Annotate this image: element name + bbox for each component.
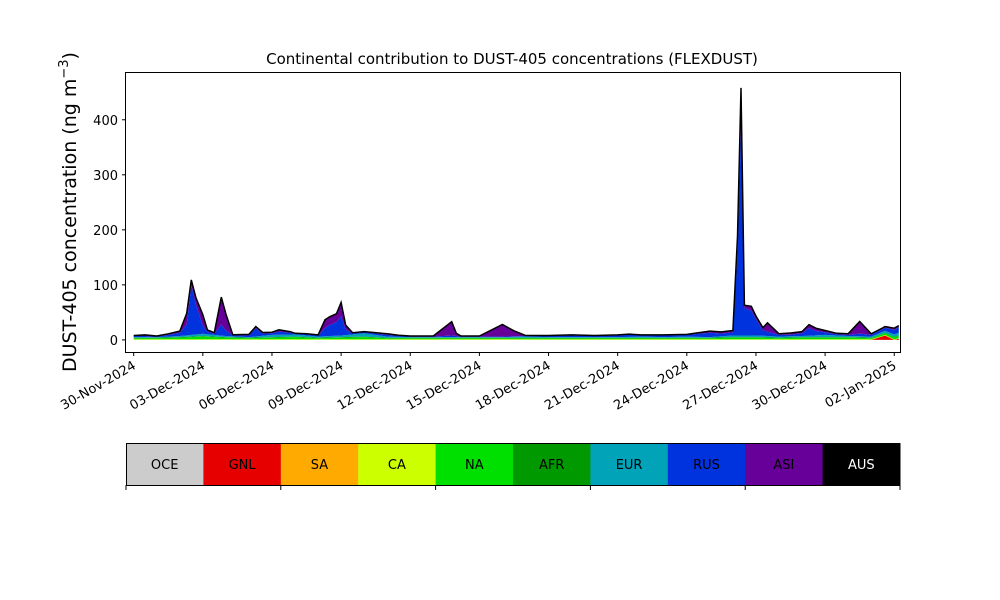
x-tick-label: 21-Dec-2024 — [542, 358, 622, 413]
x-tick-label: 12-Dec-2024 — [335, 358, 415, 413]
x-tick-label: 06-Dec-2024 — [197, 358, 277, 413]
x-tick-label: 30-Dec-2024 — [750, 358, 830, 413]
x-tick-label: 27-Dec-2024 — [681, 358, 761, 413]
colorbar-swatch-rus — [667, 443, 746, 485]
y-tick-label: 0 — [110, 334, 118, 349]
colorbar-label-sa: SA — [311, 458, 328, 473]
y-axis: 0 100 200 300 400 — [93, 114, 126, 349]
plot-frame — [125, 72, 901, 353]
colorbar-swatch-asi — [745, 443, 824, 485]
colorbar-label-asi: ASI — [773, 458, 794, 473]
colorbar-label-aus: AUS — [848, 458, 875, 473]
colorbar-frame — [126, 443, 900, 486]
x-tick-label: 02-Jan-2025 — [823, 358, 900, 411]
area-rus — [133, 126, 899, 338]
x-tick-label: 24-Dec-2024 — [611, 358, 691, 413]
colorbar-swatch-sa — [280, 443, 359, 485]
y-axis-label: DUST-405 concentration (ng m−3) — [57, 52, 81, 372]
colorbar-swatch-eur — [590, 443, 669, 485]
colorbar-label-gnl: GNL — [229, 458, 257, 473]
y-tick-label: 200 — [93, 224, 118, 239]
colorbar-swatch-ca — [358, 443, 437, 485]
colorbar-label-oce: OCE — [151, 458, 179, 473]
x-tick-label: 18-Dec-2024 — [473, 358, 553, 413]
plot-area — [133, 87, 900, 340]
x-axis: 30-Nov-202403-Dec-202406-Dec-202409-Dec-… — [58, 352, 899, 414]
colorbar-swatch-gnl — [203, 443, 282, 485]
colorbar-label-ca: CA — [388, 458, 406, 473]
y-tick-label: 100 — [93, 279, 118, 294]
chart-title: Continental contribution to DUST-405 con… — [266, 50, 758, 68]
colorbar-swatch-oce — [126, 443, 204, 485]
colorbar-label-afr: AFR — [539, 458, 564, 473]
colorbar-legend: OCE GNL SA CA NA AFR EUR RUS ASI AUS — [125, 443, 901, 490]
area-ca — [133, 334, 899, 340]
colorbar-label-rus: RUS — [693, 458, 720, 473]
y-tick-label: 400 — [93, 114, 118, 129]
area-afr — [133, 332, 899, 339]
x-tick-label: 09-Dec-2024 — [266, 358, 346, 413]
colorbar-label-na: NA — [465, 458, 484, 473]
colorbar-swatch-aus — [822, 443, 901, 485]
colorbar-label-eur: EUR — [616, 458, 643, 473]
total-outline — [133, 87, 900, 337]
x-tick-label: 15-Dec-2024 — [404, 358, 484, 413]
colorbar-swatch-afr — [513, 443, 591, 485]
x-tick-label: 03-Dec-2024 — [127, 358, 207, 413]
area-asi — [133, 87, 899, 337]
colorbar-swatch-na — [435, 443, 514, 485]
y-tick-label: 300 — [93, 169, 118, 184]
area-na — [133, 333, 899, 340]
area-eur — [133, 330, 899, 338]
